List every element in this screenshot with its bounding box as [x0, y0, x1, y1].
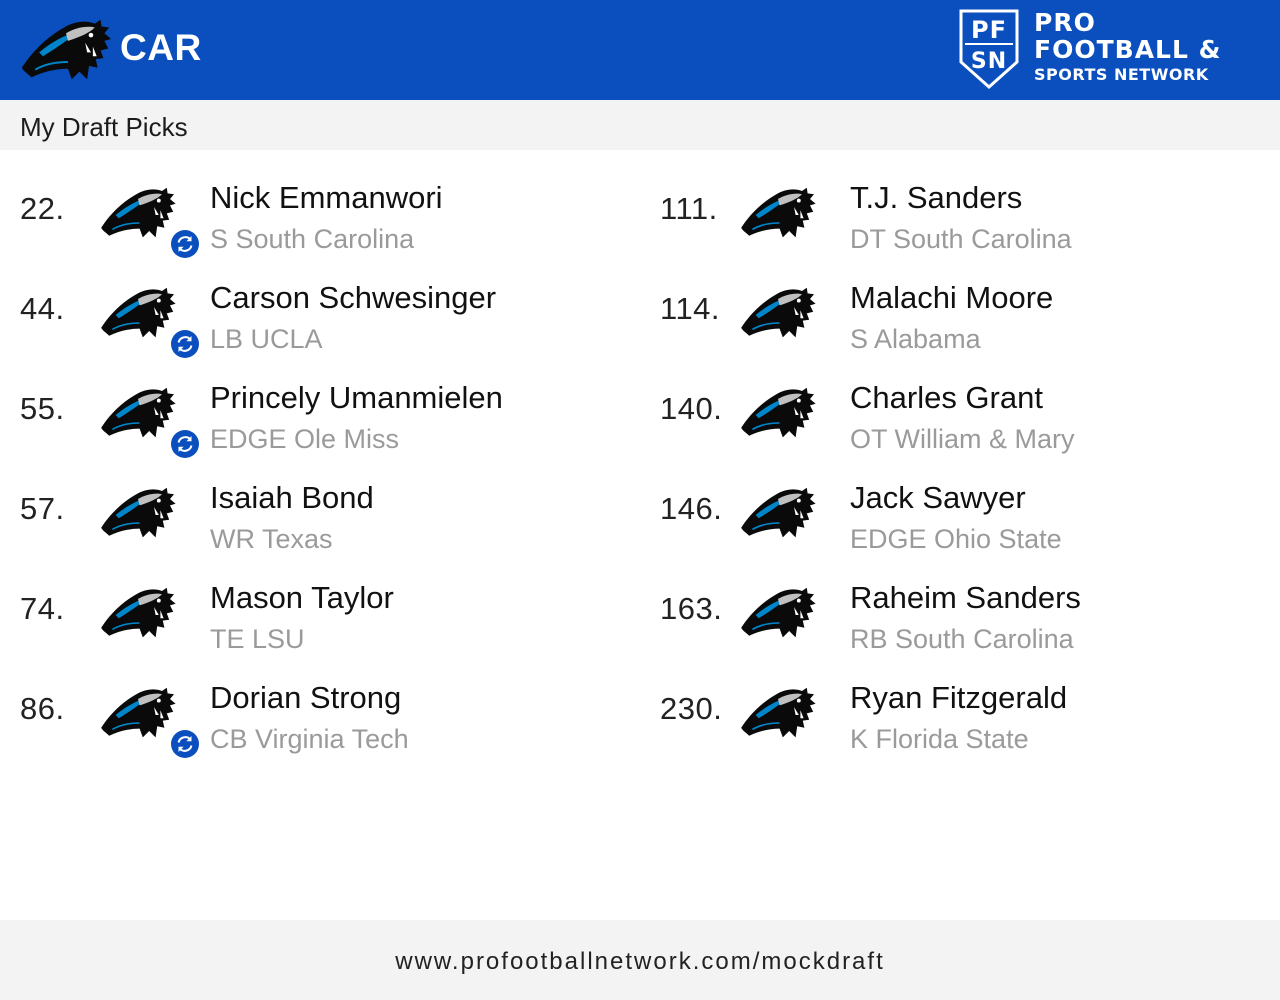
- pick-number: 55.: [20, 391, 65, 426]
- header: CAR PF SN PRO FOOTBALL & SPORTS NETWORK: [0, 0, 1280, 100]
- player-name: Jack Sawyer: [850, 480, 1026, 515]
- pick-number: 163.: [660, 591, 723, 626]
- draft-pick-row: 111. T.J. Sanders DT South Carolina: [660, 150, 1260, 254]
- panthers-logo-icon: [738, 383, 818, 443]
- panthers-logo-icon: [738, 583, 818, 643]
- player-name: Malachi Moore: [850, 280, 1054, 315]
- draft-pick-row: 55. Princely Umanmielen EDGE Ole Miss: [20, 350, 620, 450]
- player-name: Raheim Sanders: [850, 580, 1081, 615]
- panthers-logo-icon: [98, 583, 178, 643]
- draft-pick-row: 86. Dorian Strong CB Virginia Tech: [20, 650, 620, 750]
- brand-wordmark: PRO FOOTBALL & SPORTS NETWORK: [1034, 10, 1221, 83]
- panthers-logo-icon: [18, 14, 114, 86]
- panthers-logo-icon: [738, 283, 818, 343]
- footer-url: www.profootballnetwork.com/mockdraft: [395, 948, 885, 975]
- player-position-school: K Florida State: [850, 724, 1029, 754]
- panthers-logo-icon: [98, 683, 178, 743]
- pick-number: 230.: [660, 691, 723, 726]
- team-abbreviation: CAR: [120, 27, 202, 68]
- player-name: Nick Emmanwori: [210, 180, 443, 215]
- pick-number: 22.: [20, 191, 65, 226]
- panthers-logo-icon: [98, 283, 178, 343]
- player-position-school: EDGE Ohio State: [850, 524, 1062, 554]
- pick-number: 57.: [20, 491, 65, 526]
- player-position-school: DT South Carolina: [850, 224, 1072, 254]
- trade-swap-icon: [170, 729, 200, 759]
- brand-line-3: SPORTS NETWORK: [1034, 65, 1209, 84]
- player-position-school: OT William & Mary: [850, 424, 1075, 454]
- player-position-school: CB Virginia Tech: [210, 724, 409, 754]
- draft-pick-row: 44. Carson Schwesinger LB UCLA: [20, 250, 620, 350]
- page-title: My Draft Picks: [20, 112, 188, 142]
- draft-pick-row: 163. Raheim Sanders RB South Carolina: [660, 550, 1260, 654]
- player-position-school: TE LSU: [210, 624, 305, 654]
- draft-pick-row: 140. Charles Grant OT William & Mary: [660, 350, 1260, 454]
- player-position-school: RB South Carolina: [850, 624, 1074, 654]
- svg-text:SN: SN: [971, 49, 1007, 74]
- panthers-logo-icon: [738, 483, 818, 543]
- player-position-school: WR Texas: [210, 524, 333, 554]
- pick-number: 74.: [20, 591, 65, 626]
- player-name: Ryan Fitzgerald: [850, 680, 1068, 715]
- player-position-school: LB UCLA: [210, 324, 323, 354]
- player-name: Isaiah Bond: [210, 480, 374, 515]
- pick-number: 114.: [660, 291, 721, 326]
- player-name: Charles Grant: [850, 380, 1043, 415]
- pick-number: 146.: [660, 491, 723, 526]
- pick-number: 140.: [660, 391, 723, 426]
- draft-pick-row: 22. Nick Emmanwori S South Carolina: [20, 150, 620, 250]
- pick-number: 111.: [660, 191, 718, 226]
- brand-line-2: FOOTBALL &: [1034, 35, 1222, 64]
- player-name: Princely Umanmielen: [210, 380, 503, 415]
- brand-line-1: PRO: [1034, 8, 1096, 37]
- player-name: Carson Schwesinger: [210, 280, 497, 315]
- panthers-logo-icon: [98, 483, 178, 543]
- pfsn-shield-logo-icon: PF SN: [959, 9, 1019, 90]
- pick-number: 44.: [20, 291, 65, 326]
- panthers-logo-icon: [98, 183, 178, 243]
- player-position-school: S South Carolina: [210, 224, 415, 254]
- panthers-logo-icon: [738, 683, 818, 743]
- player-position-school: S Alabama: [850, 324, 981, 354]
- panthers-logo-icon: [738, 183, 818, 243]
- draft-pick-row: 57. Isaiah Bond WR Texas: [20, 450, 620, 554]
- svg-text:PF: PF: [971, 16, 1007, 44]
- subheader: My Draft Picks: [0, 100, 1280, 150]
- pick-number: 86.: [20, 691, 65, 726]
- footer: www.profootballnetwork.com/mockdraft: [0, 920, 1280, 1000]
- draft-pick-row: 114. Malachi Moore S Alabama: [660, 250, 1260, 354]
- player-name: T.J. Sanders: [850, 180, 1023, 215]
- draft-pick-row: 146. Jack Sawyer EDGE Ohio State: [660, 450, 1260, 554]
- panthers-logo-icon: [98, 383, 178, 443]
- player-name: Dorian Strong: [210, 680, 402, 715]
- draft-picks-list: 22. Nick Emmanwori S South Carolina 44. Cars…: [0, 150, 1280, 920]
- draft-pick-row: 74. Mason Taylor TE LSU: [20, 550, 620, 654]
- draft-pick-row: 230. Ryan Fitzgerald K Florida State: [660, 650, 1260, 754]
- player-name: Mason Taylor: [210, 580, 394, 615]
- player-position-school: EDGE Ole Miss: [210, 424, 400, 454]
